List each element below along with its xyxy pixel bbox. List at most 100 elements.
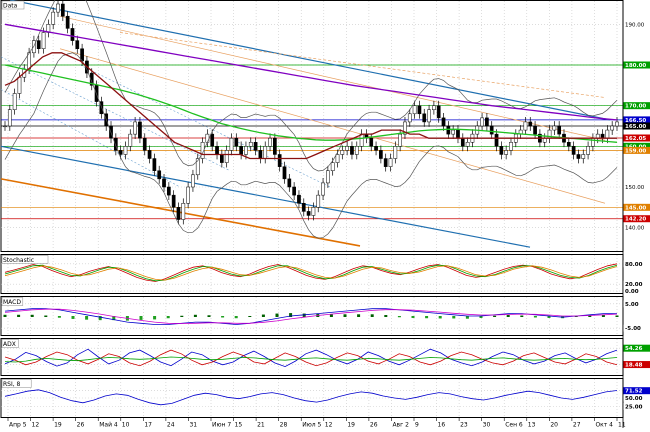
candle-body xyxy=(388,158,393,167)
macd-histogram-bar xyxy=(193,314,197,317)
candle-body xyxy=(292,186,296,196)
candle-body xyxy=(489,125,494,135)
x-tick-label: 17 xyxy=(144,422,152,429)
macd-histogram-bar xyxy=(261,314,265,317)
candle-body xyxy=(350,146,354,155)
macd-histogram-bar xyxy=(533,316,537,318)
trend-line-orange xyxy=(0,178,361,247)
candle-body xyxy=(220,154,224,163)
macd-histogram-bar xyxy=(3,314,7,317)
candle-body xyxy=(615,121,619,127)
candle-body xyxy=(321,182,325,196)
price-tag xyxy=(623,116,650,124)
candle-body xyxy=(383,158,388,167)
candle-body xyxy=(65,15,70,29)
panel-label-box xyxy=(1,297,24,306)
candle-body xyxy=(152,158,157,171)
candle-body xyxy=(51,11,56,25)
indicator-series-line xyxy=(4,389,618,406)
candle-body xyxy=(191,174,195,188)
candle-body xyxy=(417,105,422,115)
indicator-tag xyxy=(623,300,650,308)
price-tag xyxy=(623,61,650,69)
y-tick-label: 190.00 xyxy=(625,22,645,28)
trend-line-fan xyxy=(59,48,606,204)
candle-body xyxy=(412,105,417,115)
macd-histogram-bar xyxy=(17,314,21,317)
candle-body xyxy=(456,129,460,139)
candle-body xyxy=(282,166,287,180)
candle-body xyxy=(374,146,378,151)
x-tick-label: 11 xyxy=(618,422,626,429)
price-tag xyxy=(623,142,650,150)
indicator-tag-label: 80.00 xyxy=(625,262,643,268)
indicator-tag xyxy=(623,403,650,410)
candle-body xyxy=(171,194,176,208)
macd-histogram-bar xyxy=(574,316,578,317)
candle-body xyxy=(123,146,128,155)
panel-frame xyxy=(0,338,624,376)
candle-body xyxy=(326,170,330,184)
panel-label-box xyxy=(1,255,49,264)
candle-body xyxy=(244,146,248,155)
macd-histogram-bar xyxy=(547,316,551,318)
candle-body xyxy=(460,137,465,147)
x-tick-label: 19 xyxy=(54,422,62,429)
candle-body xyxy=(436,105,441,119)
candle-body xyxy=(113,137,118,151)
indicator-tag xyxy=(623,344,650,352)
macd-histogram-bar xyxy=(506,315,510,317)
candle-body xyxy=(586,146,590,155)
macd-histogram-bar xyxy=(153,316,157,320)
trend-line-lower xyxy=(0,145,531,248)
candle-body xyxy=(369,137,374,147)
indicator-series-line xyxy=(4,349,618,367)
x-tick-label: 20 xyxy=(550,422,558,429)
candle-body xyxy=(128,133,133,147)
macd-histogram-bar xyxy=(166,316,170,319)
candle-body xyxy=(253,142,258,151)
panel-frame xyxy=(0,378,624,418)
candle-body xyxy=(181,203,186,220)
candle-body xyxy=(186,186,190,204)
indicator-series-line xyxy=(4,265,618,281)
candle-body xyxy=(451,129,456,135)
candle-body xyxy=(268,137,272,147)
candle-body xyxy=(248,142,253,147)
price-tag-label: 180.00 xyxy=(625,63,646,69)
candle-body xyxy=(403,121,407,135)
candle-body xyxy=(311,207,316,216)
candle-body xyxy=(287,178,292,188)
candle-body xyxy=(335,154,340,163)
candle-body xyxy=(210,133,215,147)
candle-body xyxy=(499,146,504,155)
macd-histogram-bar xyxy=(452,316,456,319)
trend-line-dotted xyxy=(0,89,181,188)
macd-histogram-bar xyxy=(44,315,48,317)
candle-body xyxy=(581,154,586,159)
panel-label-box xyxy=(1,379,32,388)
trend-line-dotted xyxy=(0,56,231,172)
candle-body xyxy=(485,117,489,127)
panel-label: Data xyxy=(3,3,18,10)
price-tag xyxy=(623,146,650,154)
indicator-tag-label: 54.26 xyxy=(625,346,643,352)
candle-body xyxy=(605,129,610,139)
sma-purple-line xyxy=(4,23,618,121)
x-tick-label: 15 xyxy=(235,422,243,429)
sma-green-line xyxy=(4,64,618,143)
candle-body xyxy=(571,146,576,155)
macd-histogram-bar xyxy=(425,316,429,319)
macd-histogram-bar xyxy=(479,316,483,318)
indicator-series-line xyxy=(4,308,617,325)
indicator-series-line xyxy=(4,263,618,282)
candle-body xyxy=(229,137,234,151)
candle-body xyxy=(138,121,142,139)
macd-histogram-bar xyxy=(207,315,211,317)
candle-body xyxy=(533,125,537,135)
macd-histogram-bar xyxy=(588,315,592,317)
indicator-tag-label: 18.48 xyxy=(625,363,643,369)
x-tick-label: 9 xyxy=(415,422,419,429)
macd-histogram-bar xyxy=(234,316,238,319)
indicator-tag xyxy=(623,260,650,268)
